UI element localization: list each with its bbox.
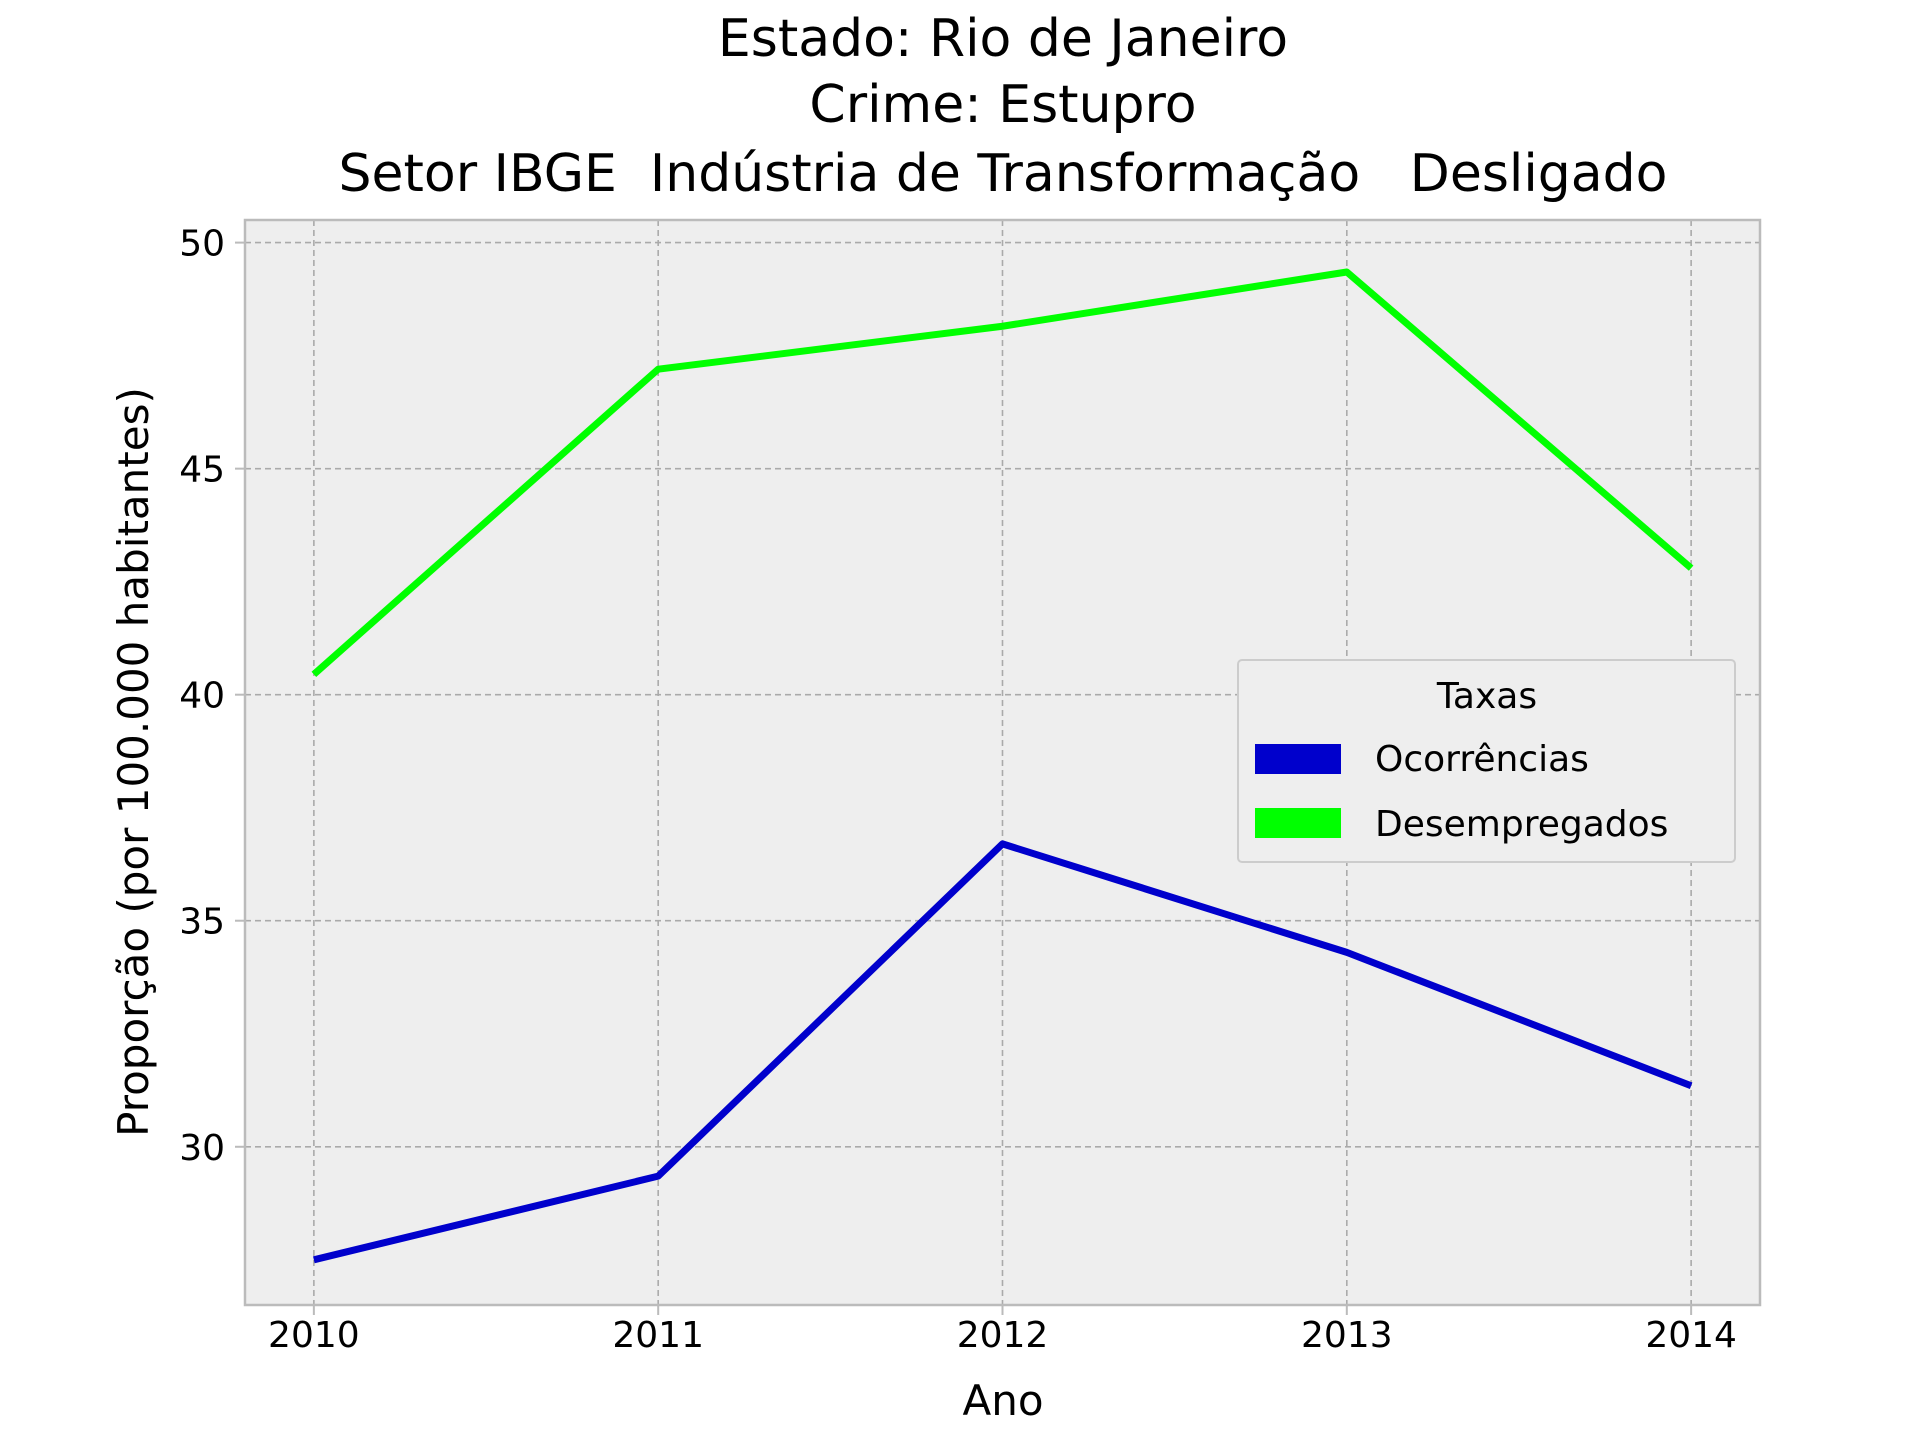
legend-title: Taxas [1436,676,1537,717]
x-tick-label: 2013 [1301,1315,1393,1356]
legend-frame [1237,659,1736,863]
y-axis-ticks: 30 35 40 45 50 [179,224,245,1169]
y-tick-label: 45 [179,450,225,491]
x-axis-ticks: 2010 2011 2012 2013 2014 [268,1305,1737,1356]
legend-label-ocorrencias: Ocorrências [1375,739,1589,780]
title-line-2: Crime: Estupro [809,75,1196,135]
series-layer [311,268,1694,1264]
x-axis-label: Ano [962,1376,1043,1425]
series-line-desempregados [311,268,1694,677]
title-line-3: Setor IBGE Indústria de Transformação De… [339,144,1668,204]
legend-swatch-desempregados [1255,808,1341,838]
y-tick-label: 35 [179,902,225,943]
legend-label-desempregados: Desempregados [1375,804,1668,845]
series-line-ocorrencias [313,840,1693,1264]
title-line-1: Estado: Rio de Janeiro [718,9,1288,69]
y-tick-label: 30 [179,1128,225,1169]
chart-title: Estado: Rio de Janeiro Crime: Estupro Se… [339,9,1668,204]
y-tick-label: 40 [179,676,225,717]
y-axis-label: Proporção (por 100.000 habitantes) [109,387,158,1137]
x-tick-label: 2014 [1645,1315,1737,1356]
x-tick-label: 2012 [957,1315,1049,1356]
legend-swatch-ocorrencias [1255,744,1341,774]
y-tick-label: 50 [179,224,225,265]
x-tick-label: 2010 [268,1315,360,1356]
legend: Taxas Ocorrências Desempregados [1237,659,1736,863]
x-tick-label: 2011 [612,1315,704,1356]
